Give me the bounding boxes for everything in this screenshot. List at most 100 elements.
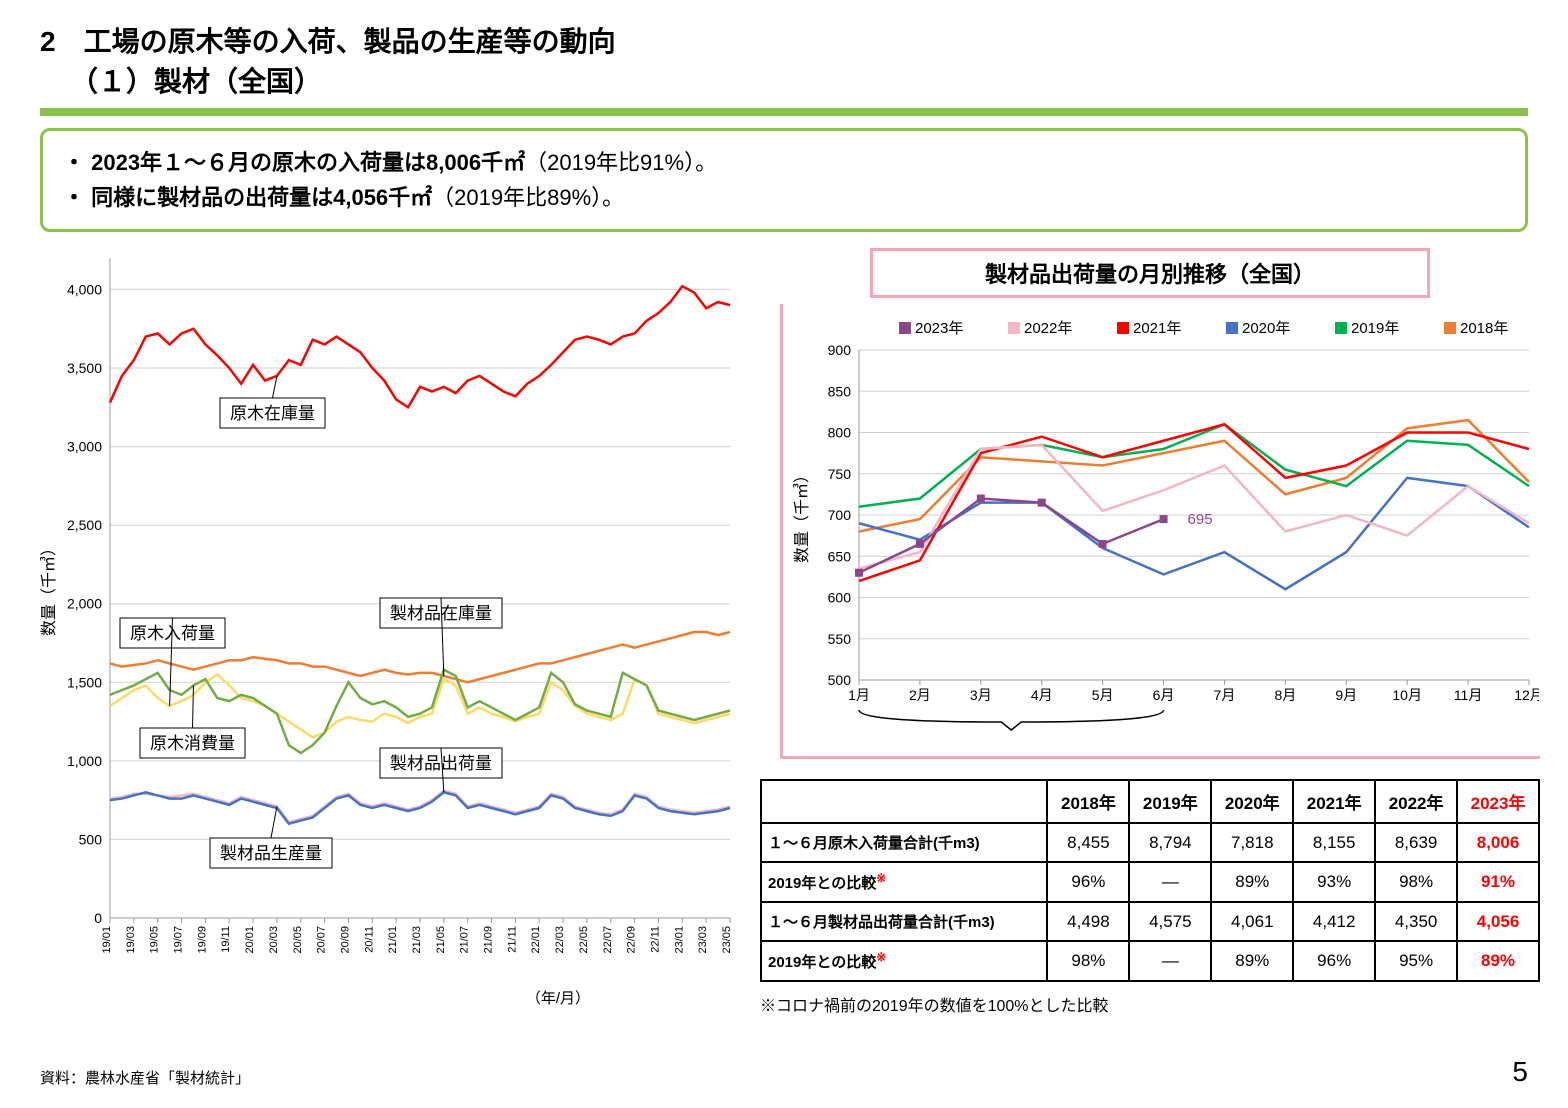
table-cell: 4,498 (1047, 902, 1129, 941)
table-cell: 98% (1375, 862, 1457, 902)
table-cell: ― (1129, 941, 1211, 981)
table-cell: 7,818 (1211, 823, 1293, 862)
table-header: 2018年 (1047, 780, 1129, 823)
svg-text:原木消費量: 原木消費量 (150, 734, 235, 753)
table-cell: 4,061 (1211, 902, 1293, 941)
comparison-table: 2018年2019年2020年2021年2022年2023年１～６月原木入荷量合… (760, 779, 1540, 982)
table-header: 2023年 (1457, 780, 1539, 823)
svg-text:1,000: 1,000 (67, 753, 102, 769)
table-rowhead: １～６月製材品出荷量合計(千m3) (761, 902, 1047, 941)
svg-text:2023年: 2023年 (915, 320, 963, 337)
right-chart-title: 製材品出荷量の月別推移（全国） (870, 248, 1430, 298)
table-header: 2022年 (1375, 780, 1457, 823)
svg-text:20/05: 20/05 (292, 926, 304, 954)
svg-text:3月: 3月 (970, 687, 992, 703)
table-rowhead: 2019年との比較※ (761, 941, 1047, 981)
summary-box: ・ 2023年１～６月の原木の入荷量は8,006千㎡（2019年比91%）。 ・… (40, 128, 1528, 232)
svg-text:800: 800 (828, 425, 852, 441)
table-cell: 91% (1457, 862, 1539, 902)
svg-text:7月: 7月 (1214, 687, 1236, 703)
svg-text:21/05: 21/05 (435, 926, 447, 954)
svg-text:3,000: 3,000 (67, 439, 102, 455)
svg-text:21/01: 21/01 (387, 926, 399, 954)
svg-text:19/01: 19/01 (101, 926, 113, 954)
table-cell: 93% (1293, 862, 1375, 902)
svg-text:22/09: 22/09 (626, 926, 638, 954)
svg-text:0: 0 (94, 910, 102, 926)
table-cell: 95% (1375, 941, 1457, 981)
summary-line2-bold: ・ 同様に製材品の出荷量は4,056千㎡ (63, 185, 432, 210)
table-cell: 8,006 (1457, 823, 1539, 862)
table-cell: ― (1129, 862, 1211, 902)
svg-text:23/01: 23/01 (673, 926, 685, 954)
svg-text:10月: 10月 (1392, 687, 1422, 703)
svg-text:2020年: 2020年 (1242, 320, 1290, 337)
svg-text:19/11: 19/11 (220, 926, 232, 953)
svg-text:2018年: 2018年 (1460, 320, 1508, 337)
table-cell: 98% (1047, 941, 1129, 981)
svg-text:19/09: 19/09 (196, 926, 208, 954)
table-cell: 8,455 (1047, 823, 1129, 862)
right-chart: 5005506006507007508008509001月2月3月4月5月6月7… (780, 304, 1540, 759)
svg-text:22/05: 22/05 (578, 926, 590, 954)
svg-text:500: 500 (79, 832, 103, 848)
subsection-title: （１）製材（全国） (70, 60, 1528, 100)
svg-text:23/03: 23/03 (697, 926, 709, 954)
svg-text:製材品生産量: 製材品生産量 (220, 844, 322, 863)
svg-text:4月: 4月 (1031, 687, 1053, 703)
left-chart: 05001,0001,5002,0002,5003,0003,5004,0001… (40, 248, 740, 1008)
table-cell: 8,794 (1129, 823, 1211, 862)
svg-text:695: 695 (1188, 512, 1213, 529)
svg-text:20/11: 20/11 (363, 926, 375, 953)
source-note: 資料：農林水産省「製材統計」 (40, 1067, 250, 1088)
svg-text:8月: 8月 (1274, 687, 1296, 703)
svg-text:21/11: 21/11 (506, 926, 518, 953)
svg-text:数量（千㎥）: 数量（千㎥） (793, 467, 811, 563)
table-rowhead: 2019年との比較※ (761, 862, 1047, 902)
svg-text:2021年: 2021年 (1133, 320, 1181, 337)
summary-line1-rest: （2019年比91%）。 (525, 150, 717, 175)
svg-text:19/03: 19/03 (125, 926, 137, 954)
svg-text:6月: 6月 (1153, 687, 1175, 703)
svg-text:22/11: 22/11 (649, 926, 661, 953)
summary-line2-rest: （2019年比89%）。 (432, 185, 624, 210)
table-header: 2021年 (1293, 780, 1375, 823)
svg-text:2月: 2月 (909, 687, 931, 703)
svg-text:21/07: 21/07 (459, 926, 471, 954)
svg-text:3,500: 3,500 (67, 360, 102, 376)
x-axis-label: （年/月） (526, 987, 590, 1008)
svg-text:20/01: 20/01 (244, 926, 256, 954)
table-cell: 8,639 (1375, 823, 1457, 862)
svg-text:23/05: 23/05 (721, 926, 733, 954)
svg-text:2022年: 2022年 (1024, 320, 1072, 337)
table-header (761, 780, 1047, 823)
svg-text:700: 700 (828, 507, 852, 523)
svg-text:19/07: 19/07 (173, 926, 185, 954)
svg-text:製材品出荷量: 製材品出荷量 (390, 754, 492, 773)
svg-text:2019年: 2019年 (1351, 320, 1399, 337)
svg-text:1,500: 1,500 (67, 675, 102, 691)
table-header: 2020年 (1211, 780, 1293, 823)
table-header: 2019年 (1129, 780, 1211, 823)
svg-text:850: 850 (828, 384, 852, 400)
table-cell: 8,155 (1293, 823, 1375, 862)
svg-text:12月: 12月 (1514, 687, 1539, 703)
svg-text:21/03: 21/03 (411, 926, 423, 954)
svg-text:4,000: 4,000 (67, 282, 102, 298)
section-title: 2 工場の原木等の入荷、製品の生産等の動向 (40, 20, 1528, 60)
svg-text:1月: 1月 (848, 687, 870, 703)
table-footnote: ※コロナ禍前の2019年の数値を100%とした比較 (760, 992, 1540, 1016)
svg-text:900: 900 (828, 342, 852, 358)
table-cell: 89% (1457, 941, 1539, 981)
divider-bar (40, 108, 1528, 116)
table-cell: 96% (1293, 941, 1375, 981)
summary-line1-bold: ・ 2023年１～６月の原木の入荷量は8,006千㎡ (63, 150, 525, 175)
svg-text:11月: 11月 (1454, 687, 1483, 703)
svg-text:20/07: 20/07 (316, 926, 328, 954)
table-cell: 4,350 (1375, 902, 1457, 941)
table-cell: 4,412 (1293, 902, 1375, 941)
table-cell: 89% (1211, 941, 1293, 981)
svg-text:20/03: 20/03 (268, 926, 280, 954)
svg-text:22/03: 22/03 (554, 926, 566, 954)
svg-text:500: 500 (828, 672, 852, 688)
